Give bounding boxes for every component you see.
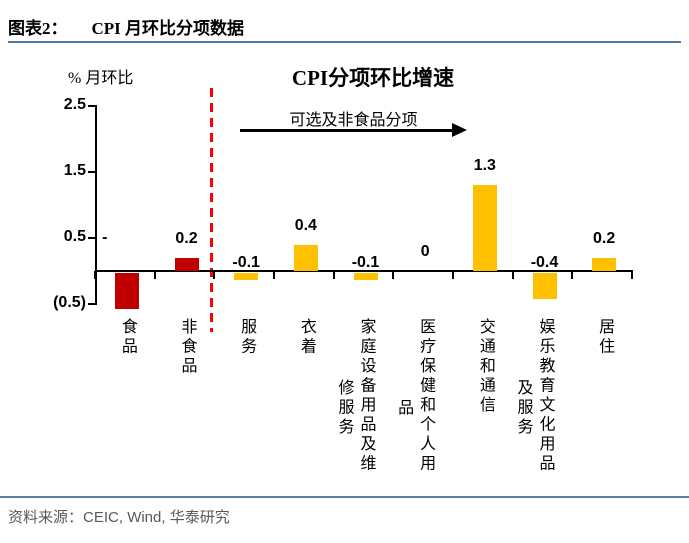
category-label: 非食品 (178, 318, 196, 377)
x-axis (95, 270, 633, 272)
y-axis-tick (88, 171, 97, 173)
category-label: 品 (395, 398, 413, 419)
chart-title: CPI分项环比增速 (291, 66, 455, 90)
x-axis-tick (273, 271, 275, 279)
source-rule (0, 496, 689, 498)
header-rule (8, 41, 681, 43)
annotation-arrow (240, 129, 453, 132)
source-label: 资料来源： (8, 510, 84, 526)
category-label: 家庭设备用品及维 (357, 318, 375, 474)
category-divider-dashed-line (210, 88, 213, 332)
y-axis-tick-label: 0.5 (63, 228, 86, 245)
bar-居住 (592, 257, 617, 271)
category-label: 食品 (118, 318, 136, 357)
value-label: 1.3 (473, 157, 496, 175)
category-label: 及服务 (514, 379, 532, 438)
value-label: 0.2 (593, 229, 616, 247)
bar-食品 (114, 273, 139, 310)
bar-家庭设备用品及维修服务 (353, 273, 378, 280)
bar-交通和通信 (472, 185, 497, 271)
y-axis-tick (88, 237, 97, 239)
y-axis (95, 105, 97, 305)
figure-tag: 图表2： (8, 19, 68, 38)
y-axis-tick (88, 303, 97, 305)
x-axis-tick (392, 271, 395, 279)
category-label: 交通和通信 (476, 318, 494, 416)
bar-衣着 (293, 244, 318, 271)
value-label: -0.4 (530, 254, 559, 271)
figure-title: CPI 月环比分项数据 (91, 19, 245, 38)
category-label: 修服务 (335, 379, 353, 438)
x-axis-tick (571, 271, 574, 279)
bar-非食品 (174, 257, 199, 271)
y-axis-tick-label: 2.5 (63, 96, 86, 113)
category-label: 居住 (596, 318, 614, 357)
x-axis-tick (332, 271, 335, 279)
category-label: 娱乐教育文化用品 (536, 318, 554, 474)
x-axis-tick (511, 271, 514, 279)
x-axis-tick (631, 271, 633, 279)
value-label: 0 (420, 243, 430, 260)
category-label: 服务 (238, 318, 256, 357)
x-axis-tick (452, 271, 454, 279)
y-axis-tick-label: 1.5 (63, 162, 86, 179)
y-axis-unit-label: % 月环比 (68, 70, 134, 87)
x-axis-tick (153, 271, 156, 279)
value-label: - (102, 229, 108, 246)
value-label: -0.1 (232, 254, 260, 271)
x-axis-tick (213, 271, 216, 279)
source-text: CEIC, Wind, 华泰研究 (83, 509, 230, 526)
value-label: 0.2 (175, 229, 198, 247)
value-label: -0.1 (351, 254, 380, 271)
annotation-arrow-head-icon (452, 123, 467, 137)
category-label: 衣着 (297, 318, 315, 357)
source-line: 资料来源：CEIC, Wind, 华泰研究 (8, 506, 230, 527)
bar-娱乐教育文化用品及服务 (532, 273, 557, 300)
y-axis-tick (88, 105, 97, 107)
annotation-text: 可选及非食品分项 (289, 112, 418, 129)
x-axis-tick (94, 271, 96, 279)
figure-header: 图表2： CPI 月环比分项数据 (8, 14, 244, 39)
category-label: 医疗保健和个人用 (417, 318, 435, 474)
bar-服务 (234, 273, 259, 280)
value-label: 0.4 (294, 216, 317, 234)
y-axis-tick-label: (0.5) (53, 294, 86, 311)
